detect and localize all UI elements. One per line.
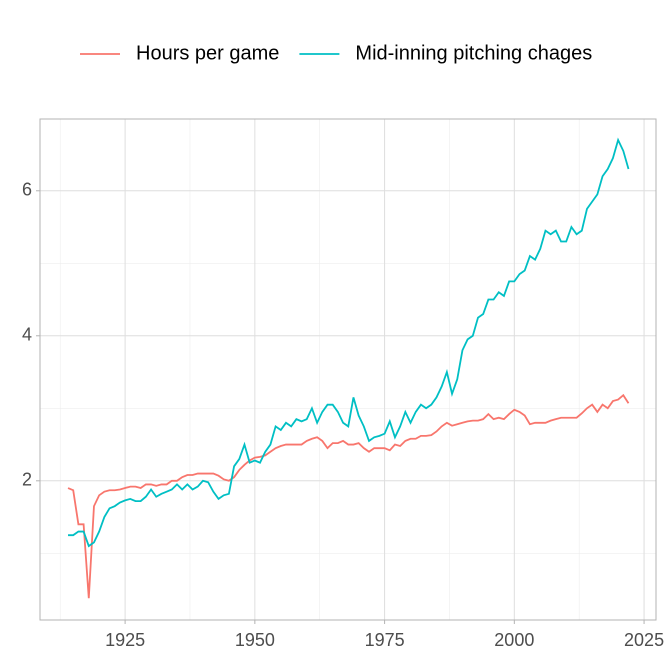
y-tick-label: 2: [22, 470, 32, 490]
x-tick-label: 2000: [494, 630, 534, 650]
panel-border: [39, 118, 657, 621]
x-tick-label: 1950: [235, 630, 275, 650]
series-line: [67, 393, 630, 599]
legend-label: Mid-inning pitching chages: [355, 42, 592, 64]
legend-label: Hours per game: [136, 42, 279, 64]
y-tick-label: 4: [22, 325, 32, 345]
y-tick-label: 6: [22, 180, 32, 200]
x-tick-label: 2025: [624, 630, 664, 650]
x-tick-label: 1925: [105, 630, 145, 650]
series-line: [68, 137, 630, 548]
x-tick-label: 1975: [365, 630, 405, 650]
